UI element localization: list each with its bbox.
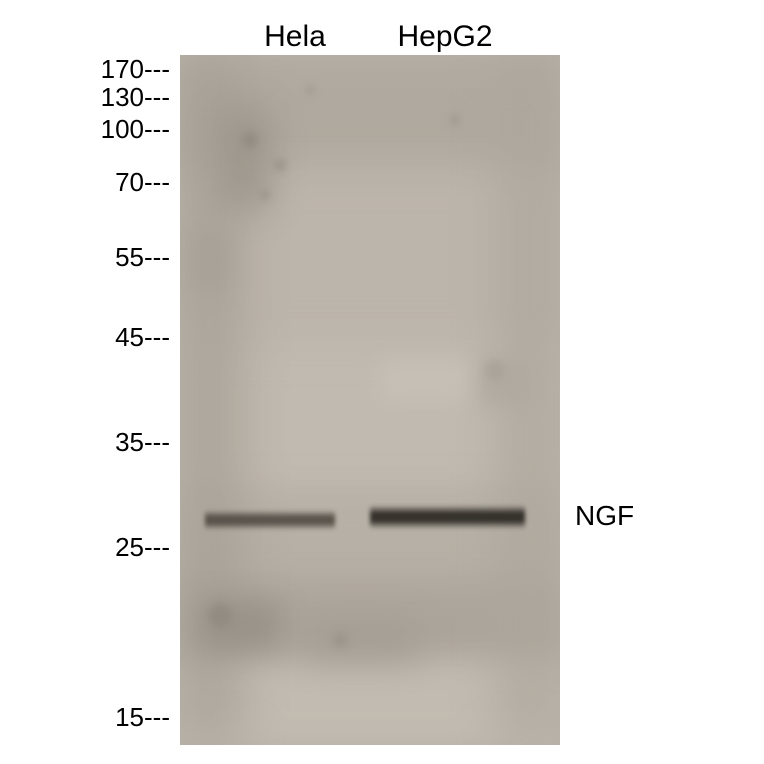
noise-spot <box>242 132 258 148</box>
noise-spot <box>332 632 348 648</box>
noise-spot <box>208 603 232 627</box>
mw-marker-15: 15--- <box>0 702 170 733</box>
bg-region <box>190 230 230 290</box>
noise-spot <box>305 85 315 95</box>
mw-marker-35: 35--- <box>0 427 170 458</box>
noise-spot <box>449 114 461 126</box>
band-hela <box>205 510 335 530</box>
mw-marker-55: 55--- <box>0 242 170 273</box>
western-blot-membrane <box>180 55 560 745</box>
lane-label-hepg2: HepG2 <box>370 20 520 54</box>
mw-marker-130: 130--- <box>0 82 170 113</box>
band-hepg2 <box>370 505 525 529</box>
noise-spot <box>485 360 505 380</box>
bg-region <box>380 360 470 400</box>
mw-marker-70: 70--- <box>0 167 170 198</box>
mw-marker-170: 170--- <box>0 54 170 85</box>
noise-spot <box>274 159 286 171</box>
protein-label: NGF <box>575 500 634 532</box>
mw-marker-25: 25--- <box>0 532 170 563</box>
mw-marker-45: 45--- <box>0 322 170 353</box>
mw-marker-100: 100--- <box>0 114 170 145</box>
noise-spot <box>260 190 270 200</box>
figure-container: 170---130---100--- 70--- 55--- 45--- 35--- 25… <box>0 0 764 764</box>
lane-label-hela: Hela <box>230 20 360 54</box>
bg-region <box>300 620 420 660</box>
